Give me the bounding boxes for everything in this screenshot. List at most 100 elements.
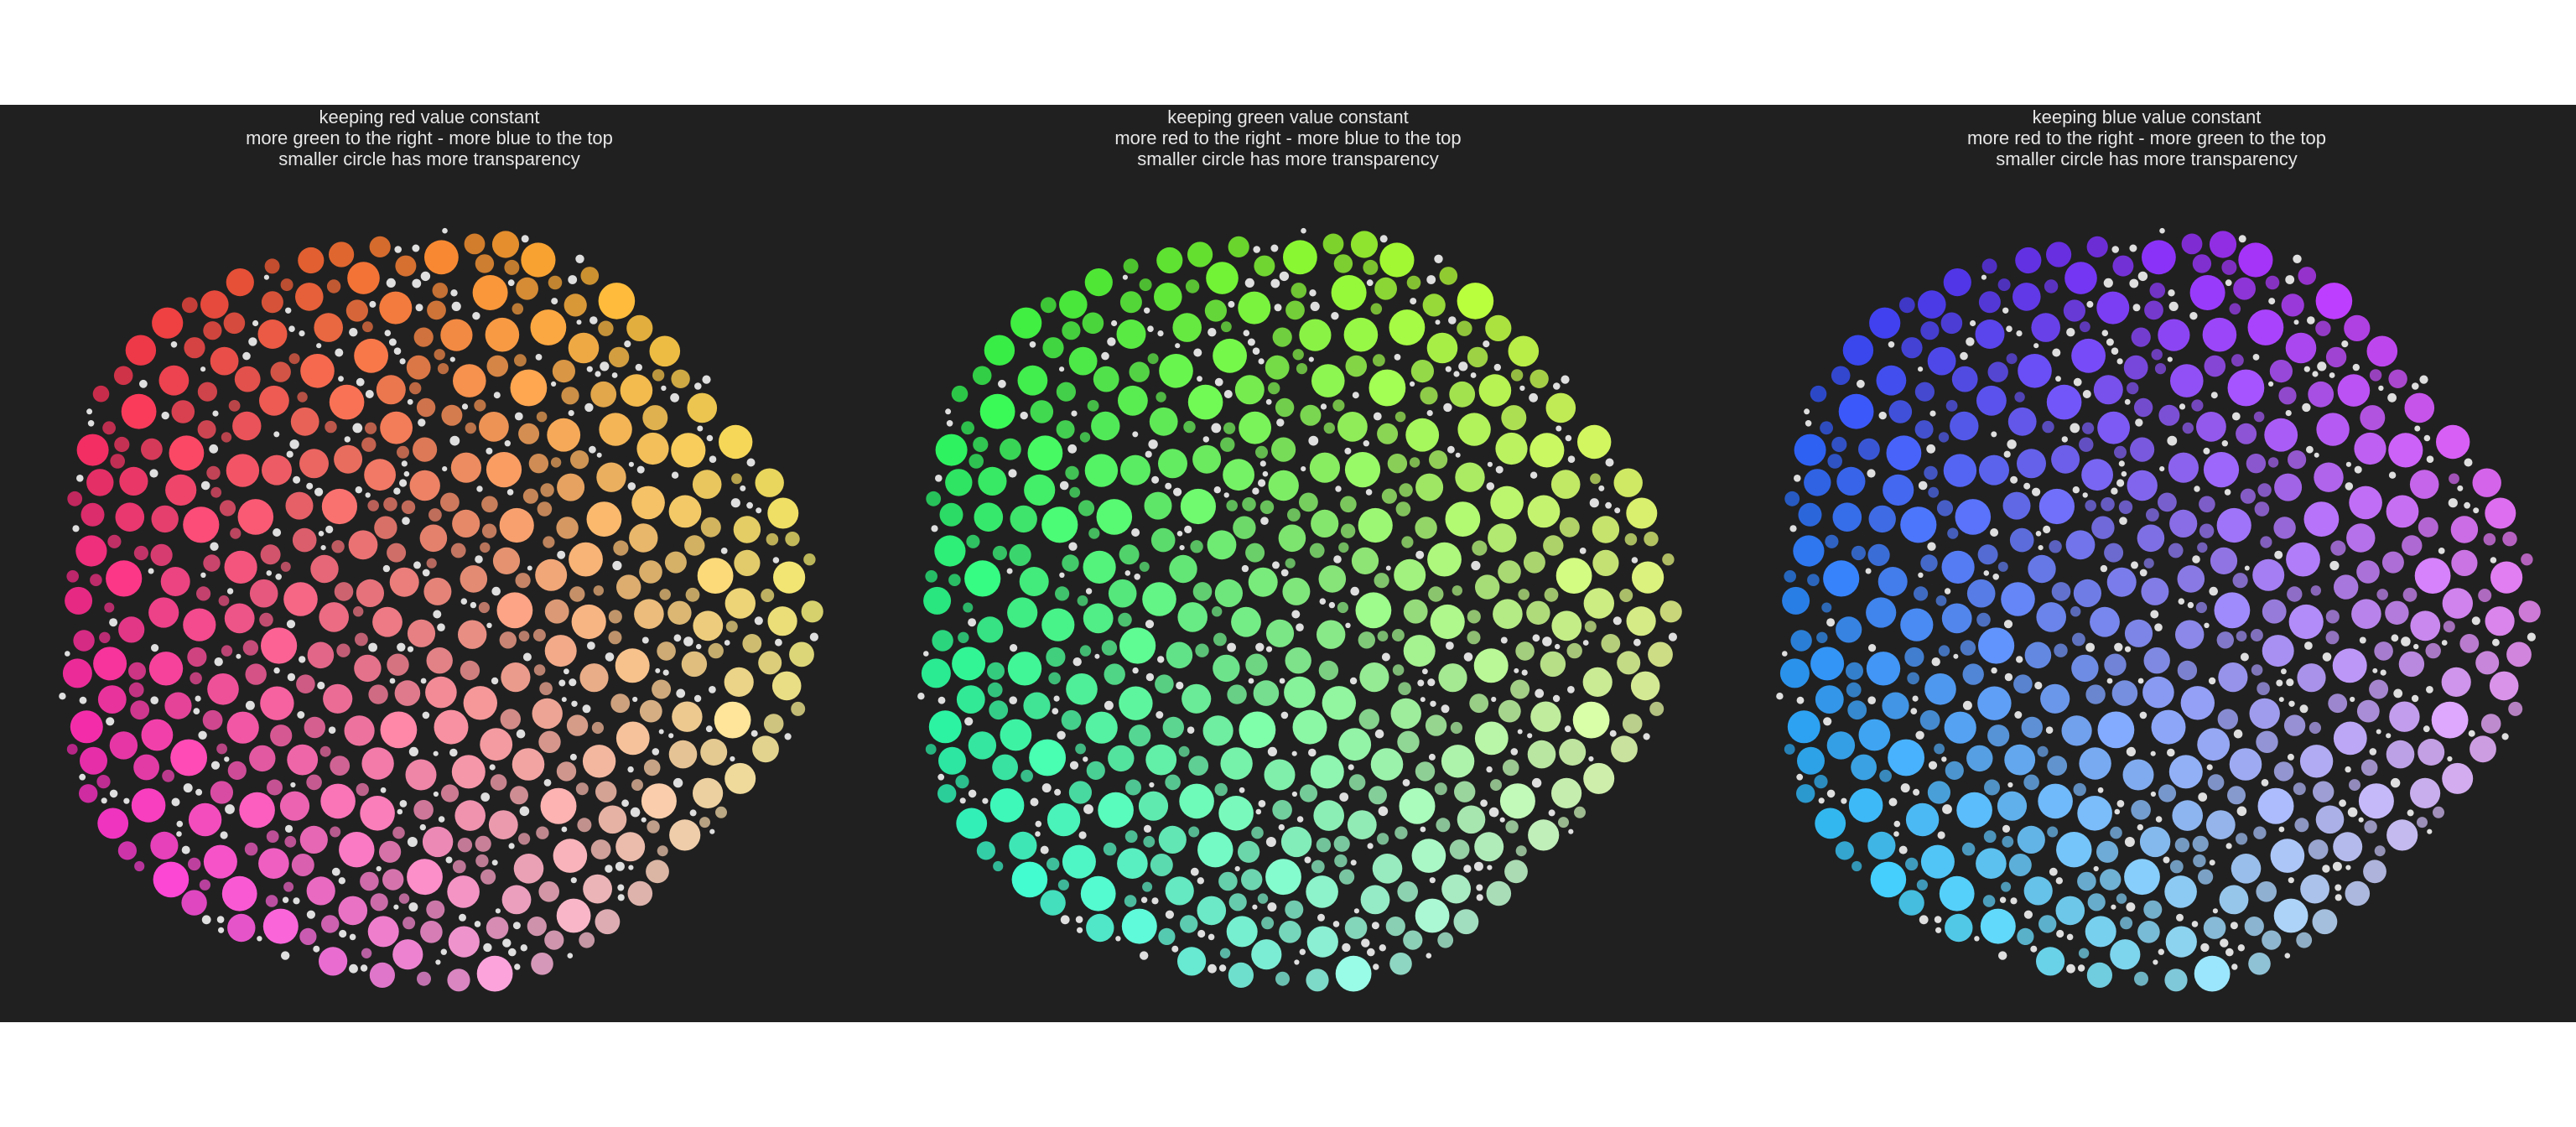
bubble bbox=[1857, 379, 1865, 388]
bubble bbox=[1391, 629, 1405, 641]
bubble bbox=[661, 385, 667, 392]
bubble bbox=[692, 470, 722, 499]
bubble bbox=[2015, 247, 2042, 274]
bubble bbox=[993, 860, 1004, 872]
bubble bbox=[1361, 938, 1370, 948]
bubble bbox=[2085, 500, 2096, 512]
bubble bbox=[441, 404, 463, 426]
bubble bbox=[1132, 431, 1139, 438]
bubble bbox=[730, 756, 735, 762]
bubble bbox=[2210, 547, 2238, 575]
bubble bbox=[2008, 854, 2032, 876]
bubble bbox=[1935, 927, 1942, 933]
bubble bbox=[1245, 543, 1265, 563]
bubble bbox=[724, 762, 756, 794]
bubble bbox=[361, 948, 372, 958]
bubble bbox=[2104, 543, 2124, 563]
bubble bbox=[1483, 340, 1490, 348]
bubble bbox=[66, 570, 79, 583]
bubble bbox=[502, 938, 512, 948]
bubble bbox=[2332, 648, 2367, 683]
bubble bbox=[384, 330, 392, 337]
bubble bbox=[2358, 817, 2364, 823]
bubble bbox=[1177, 947, 1207, 976]
bubble bbox=[458, 620, 487, 649]
bubble bbox=[1262, 470, 1269, 477]
bubble bbox=[1301, 227, 1306, 234]
bubble bbox=[724, 667, 754, 698]
bubble bbox=[1348, 774, 1366, 791]
bubble bbox=[1258, 800, 1266, 808]
bubble bbox=[742, 634, 762, 653]
bubble bbox=[2194, 955, 2231, 992]
bubble bbox=[448, 926, 480, 958]
bubble bbox=[1373, 354, 1385, 367]
bubble bbox=[2046, 242, 2072, 267]
bubble bbox=[1915, 730, 1924, 740]
bubble bbox=[394, 246, 402, 253]
bubble bbox=[1308, 356, 1314, 362]
bubble bbox=[79, 696, 87, 704]
bubble bbox=[2388, 369, 2407, 388]
bubble bbox=[223, 312, 246, 335]
bubble bbox=[1944, 711, 1976, 744]
bubble bbox=[1820, 421, 1833, 435]
bubble bbox=[1931, 657, 1940, 667]
bubble bbox=[539, 682, 553, 695]
bubble bbox=[1446, 641, 1454, 650]
bubble bbox=[486, 447, 493, 454]
bubble bbox=[535, 354, 543, 361]
bubble bbox=[2398, 651, 2425, 678]
bubble bbox=[2137, 921, 2160, 943]
bubble bbox=[2004, 673, 2013, 682]
bubble-cluster-blue bbox=[1776, 227, 2541, 992]
bubble bbox=[2501, 733, 2509, 740]
bubble bbox=[1992, 574, 1999, 580]
bubble bbox=[1214, 782, 1228, 797]
bubble bbox=[1029, 341, 1036, 348]
bubble bbox=[1226, 916, 1258, 948]
bubble bbox=[2374, 845, 2386, 857]
bubble bbox=[413, 800, 434, 820]
bubble bbox=[697, 425, 704, 432]
bubble bbox=[1291, 750, 1297, 756]
bubble bbox=[2448, 498, 2458, 508]
bubble bbox=[2306, 445, 2314, 454]
bubble bbox=[1046, 802, 1081, 837]
bubble bbox=[499, 631, 517, 649]
panel-title: keeping blue value constant more red to … bbox=[1717, 106, 2576, 169]
bubble bbox=[1059, 290, 1088, 319]
bubble bbox=[2480, 714, 2501, 734]
bubble bbox=[376, 865, 382, 872]
bubble bbox=[694, 382, 702, 390]
bubble bbox=[1129, 724, 1151, 747]
bubble bbox=[1267, 746, 1277, 757]
bubble bbox=[2031, 313, 2060, 342]
bubble bbox=[1065, 465, 1079, 480]
bubble bbox=[2433, 806, 2444, 818]
bubble bbox=[2002, 307, 2009, 314]
bubble bbox=[1180, 488, 1216, 525]
bubble bbox=[289, 439, 299, 449]
bubble bbox=[86, 469, 114, 496]
bubble bbox=[2045, 726, 2054, 734]
bubble bbox=[1441, 745, 1475, 778]
bubble bbox=[1530, 701, 1561, 732]
bubble bbox=[669, 819, 701, 851]
bubble bbox=[2124, 646, 2132, 652]
bubble bbox=[1165, 482, 1172, 490]
bubble bbox=[1338, 542, 1349, 553]
bubble bbox=[1172, 313, 1202, 342]
bubble bbox=[1523, 551, 1545, 574]
bubble bbox=[1374, 729, 1384, 739]
bubble bbox=[544, 930, 564, 950]
bubble bbox=[569, 753, 577, 761]
bubble bbox=[754, 616, 763, 626]
bubble bbox=[1406, 275, 1421, 290]
bubble bbox=[1924, 673, 1956, 705]
bubble bbox=[724, 588, 756, 619]
bubble bbox=[395, 255, 417, 277]
bubble bbox=[1017, 365, 1048, 396]
bubble bbox=[1848, 788, 1883, 823]
bubble bbox=[86, 408, 93, 415]
